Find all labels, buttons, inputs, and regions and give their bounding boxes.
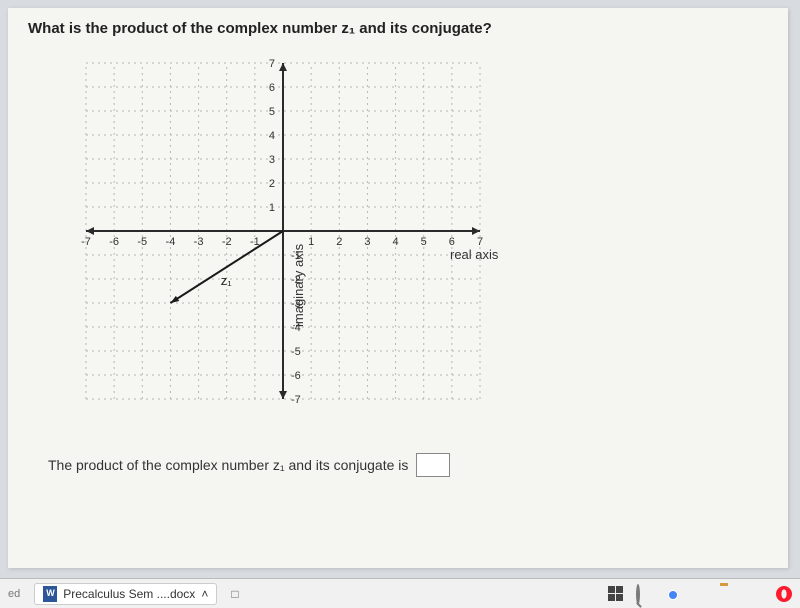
taskbar: ed Precalculus Sem ....docx ˄ □ [0, 578, 800, 608]
edge-icon[interactable] [692, 586, 708, 602]
download-item[interactable]: Precalculus Sem ....docx ˄ [34, 583, 217, 605]
svg-text:2: 2 [269, 178, 275, 190]
svg-text:-7: -7 [81, 236, 91, 248]
system-tray [608, 586, 792, 602]
svg-text:-7: -7 [291, 394, 301, 406]
svg-text:-3: -3 [194, 236, 204, 248]
question-text: What is the product of the complex numbe… [28, 20, 768, 37]
answer-prefix: The product of the complex number z₁ and… [48, 457, 408, 473]
chart-svg: -7-6-5-4-3-2-112345671234567-1-2-3-4-5-6… [68, 45, 498, 435]
opera-icon[interactable] [776, 586, 792, 602]
search-icon[interactable] [636, 586, 652, 602]
complex-plane-chart: -7-6-5-4-3-2-112345671234567-1-2-3-4-5-6… [68, 45, 498, 435]
answer-input-box[interactable] [416, 453, 450, 477]
svg-text:-5: -5 [137, 236, 147, 248]
svg-text:-6: -6 [109, 236, 119, 248]
answer-line: The product of the complex number z₁ and… [48, 453, 768, 477]
svg-text:4: 4 [269, 130, 275, 142]
svg-text:5: 5 [269, 106, 275, 118]
folder-icon[interactable] [720, 586, 736, 602]
windows-icon[interactable] [608, 586, 624, 602]
svg-text:4: 4 [393, 236, 399, 248]
svg-text:1: 1 [308, 236, 314, 248]
svg-text:2: 2 [336, 236, 342, 248]
svg-text:3: 3 [269, 154, 275, 166]
svg-text:3: 3 [364, 236, 370, 248]
svg-text:5: 5 [421, 236, 427, 248]
word-doc-icon [43, 586, 57, 602]
svg-text:-2: -2 [222, 236, 232, 248]
dropbox-icon[interactable] [748, 586, 764, 602]
svg-text:6: 6 [269, 82, 275, 94]
svg-text:real axis: real axis [450, 247, 498, 262]
svg-text:-5: -5 [291, 346, 301, 358]
svg-text:1: 1 [269, 202, 275, 214]
svg-text:-6: -6 [291, 370, 301, 382]
chrome-icon[interactable] [664, 586, 680, 602]
svg-text:imaginary axis: imaginary axis [291, 243, 306, 327]
svg-text:z₁: z₁ [221, 273, 233, 288]
svg-text:7: 7 [269, 58, 275, 70]
show-in-folder-icon[interactable]: □ [231, 587, 238, 601]
svg-text:-4: -4 [166, 236, 176, 248]
download-filename: Precalculus Sem ....docx [63, 587, 195, 601]
taskbar-left-fragment: ed [8, 588, 20, 600]
chevron-up-icon[interactable]: ˄ [201, 587, 208, 601]
document-page: What is the product of the complex numbe… [8, 8, 788, 568]
